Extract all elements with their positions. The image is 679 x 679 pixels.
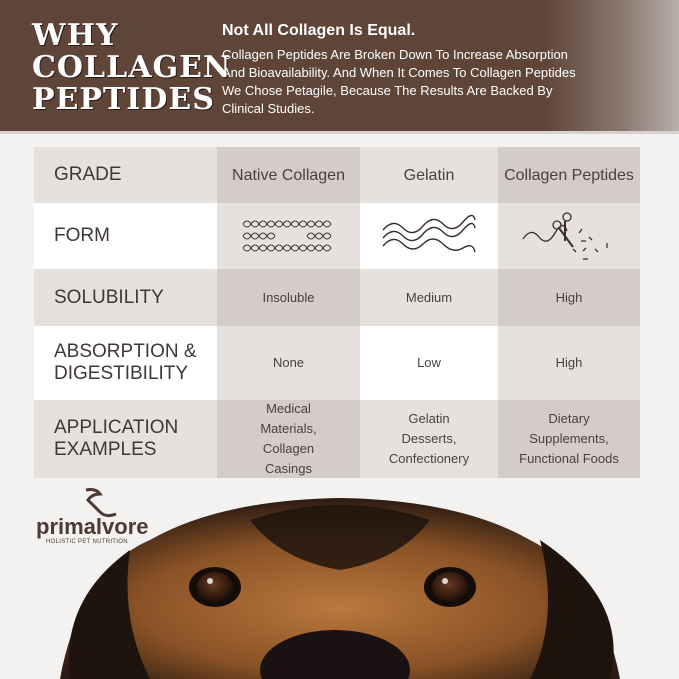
row-label: APPLICATION EXAMPLES bbox=[34, 400, 217, 478]
row-label: FORM bbox=[34, 203, 217, 269]
logo-text: primalvore bbox=[36, 514, 149, 539]
comparison-table: GRADE Native Collagen Gelatin Collagen P… bbox=[34, 147, 640, 478]
subtitle: Not All Collagen Is Equal. bbox=[222, 22, 416, 39]
headline-line: COLLAGEN bbox=[32, 50, 232, 85]
row-label: SOLUBILITY bbox=[34, 269, 217, 326]
cell: Low bbox=[360, 326, 498, 400]
column-header: Collagen Peptides bbox=[498, 147, 640, 203]
cell: None bbox=[217, 326, 360, 400]
cell: Gelatin Desserts, Confectionery bbox=[360, 400, 498, 478]
row-label: ABSORPTION & DIGESTIBILITY bbox=[34, 326, 217, 400]
cell: Dietary Supplements, Functional Foods bbox=[498, 400, 640, 478]
row-label: GRADE bbox=[34, 147, 217, 203]
crosslinked-helix-icon bbox=[217, 203, 360, 269]
wave-strands-icon bbox=[360, 203, 498, 269]
header-banner: WHY COLLAGEN PEPTIDES Not All Collagen I… bbox=[0, 0, 679, 134]
headline: WHY COLLAGEN PEPTIDES bbox=[32, 20, 231, 116]
description: Collagen Peptides Are Broken Down To Inc… bbox=[222, 47, 576, 116]
column-header: Native Collagen bbox=[217, 147, 360, 203]
cell: Insoluble bbox=[217, 269, 360, 326]
cell: High bbox=[498, 326, 640, 400]
cell: Medical Materials, Collagen Casings bbox=[217, 400, 360, 478]
cut-peptide-icon bbox=[498, 203, 640, 269]
headline-line: PEPTIDES bbox=[32, 82, 215, 117]
logo-mark-icon bbox=[85, 488, 117, 518]
dog-photo bbox=[60, 498, 620, 679]
cell: Medium bbox=[360, 269, 498, 326]
column-header: Gelatin bbox=[360, 147, 498, 203]
logo-tagline: HOLISTIC PET NUTRITION bbox=[46, 539, 128, 545]
headline-line: WHY bbox=[32, 18, 119, 53]
cell: High bbox=[498, 269, 640, 326]
